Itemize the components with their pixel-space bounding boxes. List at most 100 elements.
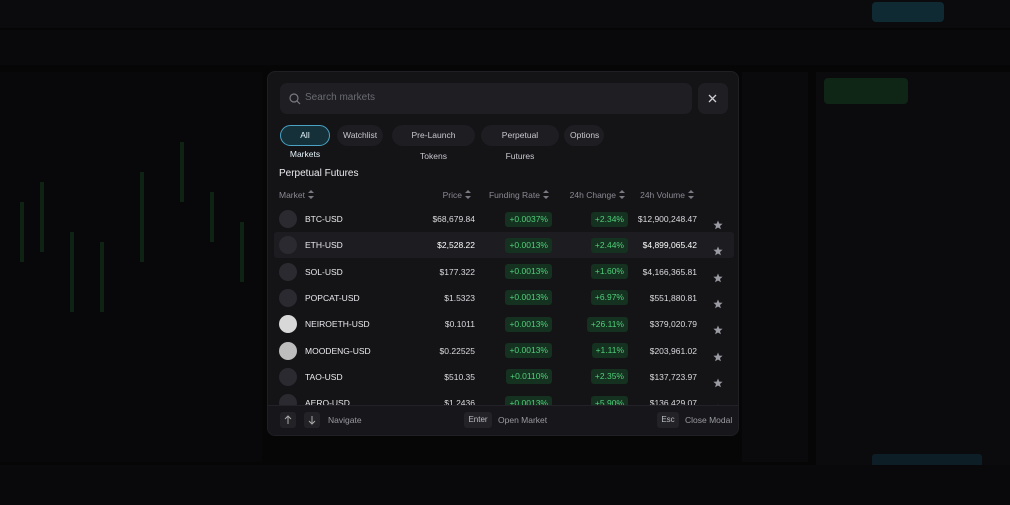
watchlist-star[interactable] — [713, 240, 723, 256]
search-icon — [289, 93, 301, 105]
ticker-bar — [0, 30, 1010, 65]
change-24h: +26.11% — [586, 316, 628, 332]
star-icon — [713, 220, 723, 230]
funding-rate: +0.0013% — [505, 264, 552, 280]
market-row[interactable]: NEIROETH-USD $0.1011 +0.0013% +26.11% $379,0… — [274, 311, 734, 337]
change-24h: +1.11% — [591, 343, 628, 358]
column-header[interactable]: 24h Volume — [640, 190, 694, 200]
funding-rate: +0.0037% — [505, 211, 552, 227]
navigate-hint: Navigate — [328, 415, 362, 425]
positions-panel — [0, 465, 1010, 505]
market-row[interactable]: ETH-USD $2,528.22 +0.0013% +2.44% $4,899,065… — [274, 232, 734, 259]
submit-button — [872, 454, 982, 468]
volume-24h: $12,900,248.47 — [637, 214, 697, 224]
watchlist-star[interactable] — [713, 267, 723, 282]
market-name: AERO-USD — [305, 398, 350, 409]
funding-rate: +0.0110% — [506, 369, 552, 385]
price: $0.22525 — [439, 345, 475, 356]
column-label: Price — [442, 190, 462, 200]
funding-rate: +0.0013% — [505, 343, 552, 358]
up-arrow — [284, 415, 292, 424]
sort-icon — [688, 190, 694, 199]
sort-icon — [619, 190, 625, 199]
chart-bg — [20, 142, 244, 312]
tab[interactable]: Pre-Launch Tokens — [392, 125, 475, 161]
tab[interactable]: All Markets — [280, 125, 330, 159]
market-name: MOODENG-USD — [305, 345, 371, 356]
price: $2,528.22 — [437, 240, 475, 251]
connect-button — [872, 2, 944, 22]
close-icon — [708, 94, 717, 103]
column-header[interactable]: Funding Rate — [489, 190, 549, 200]
watchlist-star[interactable] — [713, 214, 723, 230]
market-icon — [279, 367, 297, 386]
change-24h: +2.34% — [590, 211, 628, 227]
watchlist-star[interactable] — [713, 372, 723, 388]
esc-key: Esc — [657, 412, 679, 428]
market-name: NEIROETH-USD — [305, 319, 370, 330]
funding-rate: +0.0013% — [505, 237, 552, 253]
market-row[interactable]: BTC-USD $68,679.84 +0.0037% +2.34% $12,900,2… — [274, 206, 734, 232]
price: $68,679.84 — [432, 214, 475, 224]
column-header[interactable]: Market — [279, 190, 314, 200]
buy-button — [824, 78, 908, 104]
funding-rate: +0.0013% — [505, 316, 552, 332]
sort-icon — [465, 190, 471, 199]
watchlist-star[interactable] — [713, 293, 723, 309]
column-header[interactable]: Price — [443, 190, 471, 200]
search-placeholder: Search markets — [305, 92, 376, 103]
market-search-modal: Search markets All Markets Watchlist Pre-L… — [267, 71, 739, 436]
change-24h: +1.60% — [590, 264, 628, 280]
column-label: 24h Volume — [640, 190, 685, 200]
enter-key: Enter — [464, 412, 492, 428]
column-header[interactable]: 24h Change — [570, 190, 625, 200]
volume-24h: $379,020.79 — [649, 319, 697, 330]
star-icon — [713, 352, 723, 361]
open-market-hint: Open Market — [498, 415, 548, 425]
market-icon — [279, 315, 297, 334]
down-arrow — [308, 416, 316, 425]
volume-24h: $4,899,065.42 — [642, 240, 697, 251]
column-label: 24h Change — [569, 190, 616, 200]
price: $0.1011 — [444, 319, 475, 330]
market-icon — [279, 210, 297, 228]
order-form — [816, 72, 1010, 472]
column-label: Market — [279, 190, 305, 200]
down-key — [304, 412, 320, 428]
watchlist-star[interactable] — [713, 319, 723, 335]
volume-24h: $551,880.81 — [649, 292, 697, 303]
close-button[interactable] — [698, 83, 728, 114]
star-icon — [713, 273, 723, 282]
market-name: TAO-USD — [305, 371, 343, 382]
market-name: SOL-USD — [305, 266, 343, 277]
sort-icon — [307, 190, 314, 199]
price: $1.2436 — [444, 398, 475, 409]
market-icon — [279, 262, 297, 281]
market-row[interactable]: TAO-USD $510.35 +0.0110% +2.35% $137,723.97 — [274, 364, 734, 390]
price: $510.35 — [444, 371, 475, 382]
market-icon — [279, 236, 297, 255]
search-input[interactable]: Search markets — [280, 83, 692, 114]
volume-24h: $203,961.02 — [649, 345, 697, 356]
top-nav — [0, 0, 1010, 28]
market-row[interactable]: MOODENG-USD $0.22525 +0.0013% +1.11% $203,96… — [274, 338, 734, 364]
change-24h: +2.44% — [590, 237, 628, 253]
price: $177.322 — [439, 266, 475, 277]
volume-24h: $137,723.97 — [649, 371, 697, 382]
watchlist-star[interactable] — [713, 346, 723, 361]
market-row[interactable]: SOL-USD $177.322 +0.0013% +1.60% $4,166,365.… — [274, 259, 734, 285]
close-modal-hint: Close Modal — [685, 415, 733, 425]
column-label: Funding Rate — [488, 190, 540, 200]
section-title: Perpetual Futures — [279, 168, 359, 179]
volume-24h: $136,429.07 — [649, 398, 697, 409]
price: $1.5323 — [444, 292, 475, 303]
candles — [20, 142, 244, 312]
tab[interactable]: Perpetual Futures — [481, 125, 559, 161]
market-icon — [279, 341, 297, 360]
market-icon — [279, 288, 297, 307]
tab[interactable]: Options — [564, 125, 604, 146]
market-row[interactable]: POPCAT-USD $1.5323 +0.0013% +6.97% $551,880.… — [274, 285, 734, 311]
tab[interactable]: Watchlist — [337, 125, 383, 146]
up-key — [280, 412, 296, 428]
